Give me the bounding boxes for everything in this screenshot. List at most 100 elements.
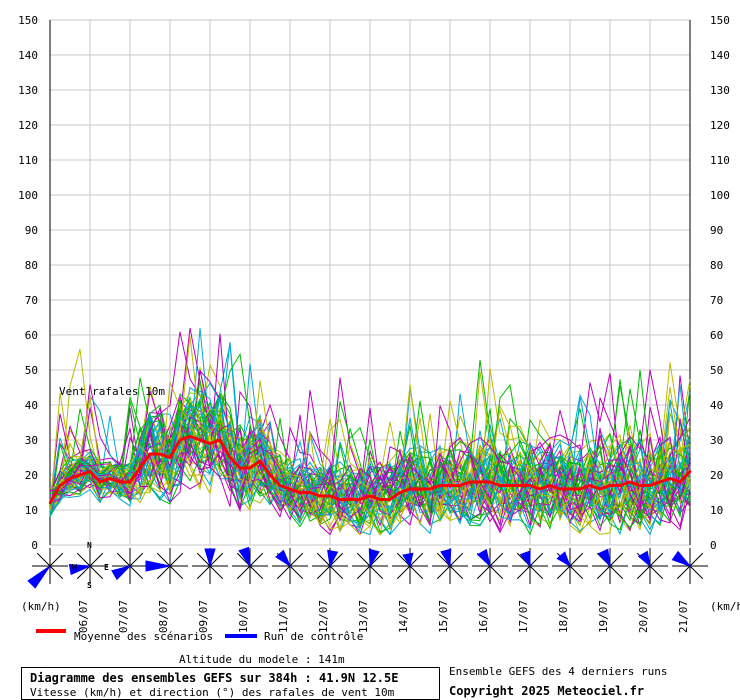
wind-rose-spoke	[356, 565, 371, 580]
y-axis-label-right: (km/h)	[710, 600, 740, 613]
mean-point	[328, 494, 332, 498]
mean-series	[48, 434, 692, 505]
mean-point	[568, 487, 572, 491]
mean-point	[228, 456, 232, 459]
mean-point	[618, 484, 622, 487]
mean-point	[608, 484, 612, 487]
mean-point	[468, 480, 472, 484]
y-axis-label-left: (km/h)	[21, 600, 61, 613]
y-tick-label-right: 150	[710, 14, 730, 27]
mean-point	[198, 438, 202, 442]
wind-rose-spoke	[369, 565, 384, 580]
wind-rose-spoke	[89, 552, 104, 567]
mean-point	[378, 498, 382, 501]
mean-point	[308, 491, 312, 494]
wind-rose	[352, 548, 388, 584]
wind-rose-wedge	[145, 560, 171, 572]
y-tick-label-left: 70	[25, 294, 38, 307]
y-tick-label-right: 60	[710, 329, 723, 342]
mean-point	[688, 470, 692, 473]
mean-point	[248, 466, 252, 470]
x-tick-label: 07/07	[117, 600, 130, 633]
wind-rose-spoke	[489, 565, 504, 580]
legend-control-label: Run de contrôle	[264, 630, 364, 643]
mean-point	[588, 484, 592, 487]
mean-point	[278, 484, 282, 487]
ensemble-member-line	[49, 396, 691, 521]
wind-rose-wedge	[111, 565, 132, 581]
wind-rose-spoke	[636, 565, 651, 580]
wind-rose-spoke	[289, 565, 304, 580]
wind-rose-spoke	[36, 552, 51, 567]
mean-point	[448, 484, 452, 487]
wind-rose-spoke	[209, 565, 224, 580]
wind-rose-spoke	[396, 552, 411, 567]
wind-rose-wedge	[476, 548, 491, 568]
wind-rose-spoke	[409, 552, 424, 567]
wind-rose-spoke	[596, 565, 611, 580]
wind-rose-wedge	[440, 548, 452, 568]
mean-point	[88, 470, 92, 473]
wind-rose-wedge	[368, 548, 380, 568]
wind-rose-wedge	[671, 550, 692, 568]
x-tick-label: 20/07	[637, 600, 650, 633]
y-tick-label-left: 100	[18, 189, 38, 202]
wind-rose-spoke	[489, 552, 504, 567]
wind-rose-wedge	[204, 548, 216, 568]
ensemble-member-line	[49, 399, 691, 531]
mean-point	[418, 487, 422, 491]
y-tick-label-left: 80	[25, 259, 38, 272]
y-axis-ticks: 0 0 10 10 20 20 30 30 40 40 50 50 60 60 70 70 80 80 90 90 10…	[18, 14, 730, 552]
mean-point	[288, 487, 292, 491]
wind-rose-spoke	[529, 552, 544, 567]
mean-point	[48, 501, 52, 505]
x-tick-label: 12/07	[317, 600, 330, 633]
x-tick-label: 17/07	[517, 600, 530, 633]
y-tick-label-left: 50	[25, 364, 38, 377]
mean-point	[98, 480, 102, 484]
wind-rose-spoke	[569, 565, 584, 580]
wind-rose-spoke	[529, 565, 544, 580]
mean-point	[268, 473, 272, 477]
wind-rose-wedge	[556, 551, 571, 568]
wind-rose-spoke	[249, 565, 264, 580]
wind-rose-spoke	[649, 552, 664, 567]
ensemble-member-line	[49, 384, 691, 535]
y-tick-label-right: 110	[710, 154, 730, 167]
wind-rose-wedge	[68, 563, 91, 576]
y-tick-label-left: 90	[25, 224, 38, 237]
y-tick-label-right: 70	[710, 294, 723, 307]
wind-rose	[432, 548, 468, 584]
chart-title: Diagramme des ensembles GEFS sur 384h : …	[30, 671, 399, 685]
mean-point	[398, 491, 402, 494]
mean-point	[118, 480, 122, 484]
wind-roses: N W E S	[27, 541, 708, 590]
y-tick-label-right: 40	[710, 399, 723, 412]
compass-label-w: W	[72, 563, 77, 572]
wind-rose-spoke	[609, 565, 624, 580]
y-tick-label-left: 10	[25, 504, 38, 517]
mean-point	[348, 498, 352, 501]
ensemble-members	[49, 327, 691, 536]
y-tick-label-left: 0	[31, 539, 38, 552]
wind-rose	[632, 548, 668, 584]
wind-rose-spoke	[356, 552, 371, 567]
y-tick-label-right: 30	[710, 434, 723, 447]
mean-point	[628, 480, 632, 484]
mean-point	[178, 438, 182, 442]
mean-point	[408, 487, 412, 491]
wind-rose-spoke	[556, 565, 571, 580]
y-tick-label-left: 20	[25, 469, 38, 482]
wind-rose-spoke	[276, 565, 291, 580]
wind-rose	[312, 548, 348, 584]
y-tick-label-left: 40	[25, 399, 38, 412]
wind-rose-spoke	[156, 565, 171, 580]
y-tick-label-right: 50	[710, 364, 723, 377]
wind-rose-spoke	[49, 552, 64, 567]
mean-point	[388, 498, 392, 501]
mean-point	[668, 477, 672, 480]
y-tick-label-right: 0	[710, 539, 717, 552]
y-tick-label-right: 130	[710, 84, 730, 97]
wind-rose-spoke	[569, 552, 584, 567]
wind-rose-spoke	[156, 552, 171, 567]
